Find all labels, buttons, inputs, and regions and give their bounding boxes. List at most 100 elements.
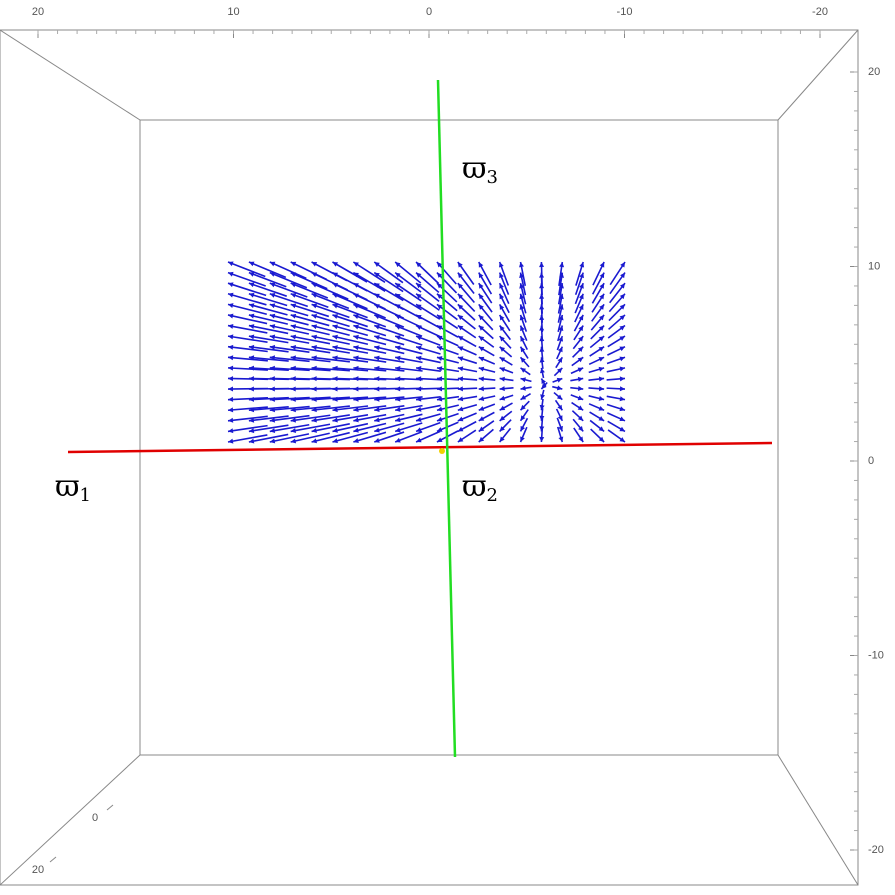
vector: [394, 261, 422, 284]
vector-head: [457, 336, 464, 341]
vector-head: [311, 324, 318, 330]
vector-head: [478, 386, 484, 392]
vector-head: [619, 406, 625, 412]
vector-head: [598, 336, 605, 342]
vector-head: [416, 335, 422, 341]
left-tick-label: 0: [92, 812, 98, 824]
vector-head: [332, 396, 338, 402]
vector-head: [290, 407, 296, 413]
vector-head: [541, 378, 547, 385]
vector: [311, 345, 350, 354]
vector: [269, 261, 307, 280]
vector-head: [228, 271, 234, 277]
vector: [394, 293, 422, 311]
vector-head: [353, 334, 359, 340]
vector-head: [499, 304, 505, 310]
vector-head: [332, 438, 338, 444]
vector-head: [416, 272, 422, 278]
vector: [290, 314, 330, 327]
vector-head: [395, 437, 401, 443]
vector-head: [520, 367, 527, 373]
vector-head: [332, 283, 339, 288]
vector-head: [578, 304, 584, 310]
vector-head: [556, 377, 563, 383]
vector-field: [227, 261, 626, 444]
vector-head: [353, 345, 359, 351]
vector-head: [374, 324, 380, 330]
vector-head: [520, 325, 525, 332]
vector-head: [457, 437, 464, 442]
vector-head: [599, 293, 605, 300]
vector: [311, 396, 350, 401]
outer-box: [0, 29, 859, 886]
symbol: ϖ: [462, 151, 486, 186]
vector: [374, 345, 405, 355]
vector-head: [332, 365, 338, 371]
vector-head: [374, 417, 380, 423]
vector: [311, 282, 349, 300]
vector-head: [374, 365, 380, 371]
vector-head: [478, 262, 484, 268]
vector-head: [478, 416, 485, 421]
vector-head: [311, 262, 318, 267]
vector-head: [457, 386, 463, 392]
vector-head: [436, 386, 443, 392]
vector: [332, 314, 368, 328]
vector-head: [520, 377, 527, 383]
vector-head: [557, 357, 563, 363]
vector-head: [416, 325, 422, 330]
vector-head: [374, 283, 380, 288]
vector-head: [539, 436, 545, 442]
vector: [374, 356, 405, 363]
vector-head: [620, 262, 625, 268]
vector: [248, 303, 288, 316]
vector-head: [577, 367, 584, 373]
left-tick-label: 20: [32, 864, 44, 876]
vector-head: [416, 304, 422, 310]
vector-head: [374, 304, 380, 309]
vector-head: [619, 346, 625, 352]
vector: [227, 424, 268, 433]
vector-head: [579, 283, 584, 289]
vector-head: [478, 356, 485, 362]
vector: [311, 293, 350, 310]
vector-head: [539, 325, 545, 331]
vector: [311, 335, 350, 345]
vector: [290, 345, 331, 354]
vector: [332, 405, 369, 412]
vector-head: [353, 314, 359, 320]
vector: [353, 324, 387, 337]
vector-head: [311, 438, 318, 444]
vector-head: [416, 283, 422, 289]
vector-head: [577, 386, 584, 392]
vector-head: [436, 437, 443, 442]
vector: [269, 293, 309, 308]
vector-head: [374, 345, 380, 351]
vector-head: [499, 262, 504, 268]
vector-head: [520, 425, 526, 432]
vector-head: [540, 394, 546, 400]
vector-head: [519, 314, 525, 321]
vector-head: [557, 404, 563, 411]
vector-head: [353, 262, 359, 267]
vector: [227, 261, 266, 278]
vector: [290, 335, 331, 345]
vector: [269, 314, 309, 326]
vector: [227, 415, 268, 422]
vector-head: [436, 427, 443, 432]
vector: [353, 396, 387, 401]
vector-head: [436, 262, 443, 268]
vector-head: [353, 293, 359, 299]
vector-head: [519, 262, 524, 268]
vector: [269, 303, 309, 317]
vector-head: [478, 293, 484, 300]
vector-head: [619, 293, 625, 300]
vector-head: [228, 428, 234, 434]
vector: [374, 413, 405, 422]
vector-head: [416, 262, 422, 268]
vector-head: [290, 334, 297, 340]
vector-head: [599, 272, 605, 279]
vector-head: [248, 438, 255, 444]
vector-head: [248, 334, 255, 340]
vector: [374, 431, 405, 443]
